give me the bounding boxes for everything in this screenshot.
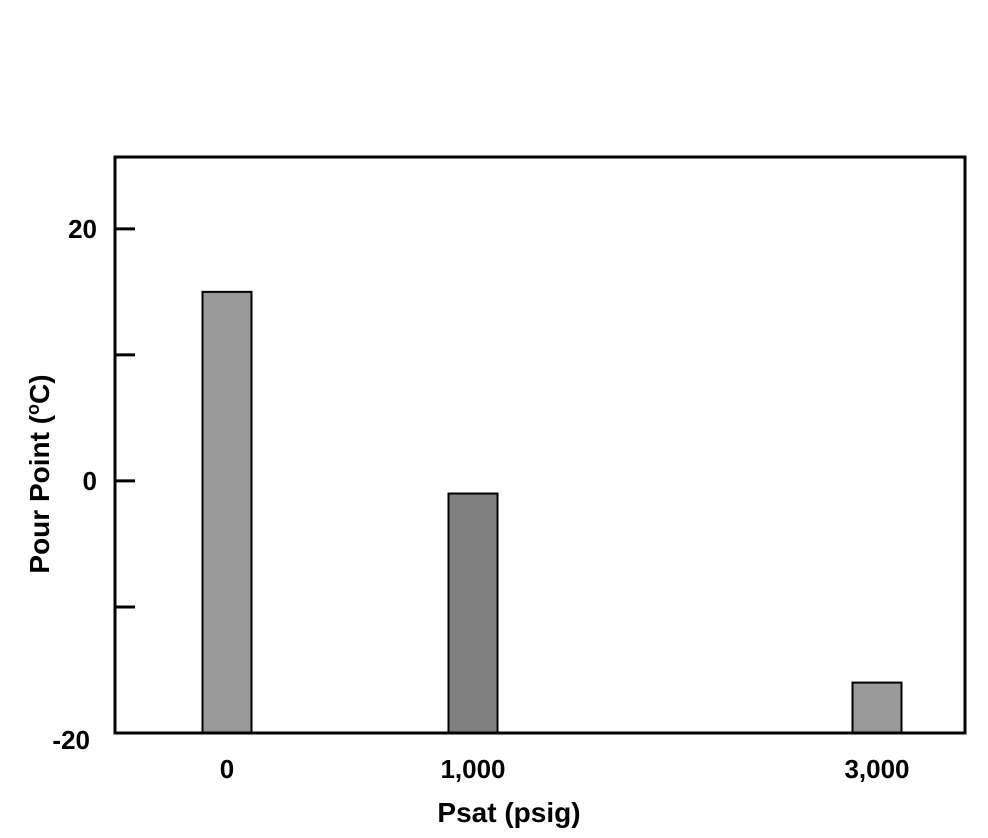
- y-axis-title: Pour Point (oC): [23, 374, 55, 573]
- bar-0: [201, 290, 253, 734]
- bars-group: [201, 290, 903, 735]
- bar-3000: [851, 681, 903, 734]
- x-tick-label: 1,000: [440, 754, 505, 784]
- y-axis-ticks: -20 0 20: [52, 214, 135, 755]
- x-tick-label: 0: [220, 754, 234, 784]
- y-tick-label: -20: [52, 725, 90, 755]
- x-tick-label: 3,000: [844, 754, 909, 784]
- y-tick-label: 20: [68, 214, 97, 244]
- x-axis-title: Psat (psig): [437, 797, 580, 828]
- bar-1000: [447, 492, 499, 735]
- plot-area-frame: [113, 155, 967, 735]
- y-tick-label: 0: [83, 466, 97, 496]
- x-axis-tick-labels: 0 1,000 3,000: [220, 754, 910, 784]
